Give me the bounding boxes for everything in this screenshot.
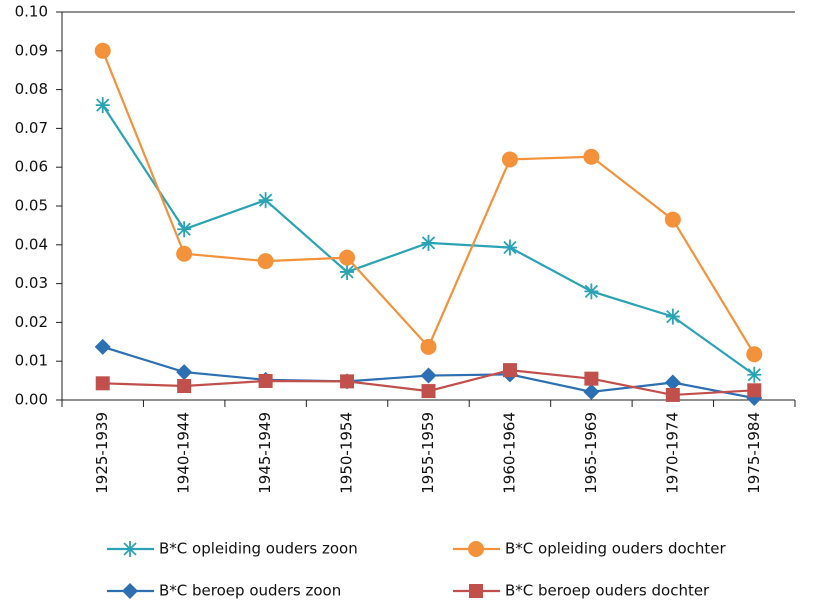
marker <box>583 383 600 400</box>
marker <box>95 97 110 114</box>
marker <box>469 584 483 598</box>
marker <box>95 376 110 391</box>
marker <box>339 249 356 266</box>
marker <box>94 42 111 59</box>
marker <box>664 211 681 228</box>
marker <box>747 366 762 383</box>
y-tick-label: 0.05 <box>15 197 48 215</box>
legend-label: B*C beroep ouders dochter <box>505 582 710 600</box>
x-tick-label: 1965-1969 <box>582 412 600 494</box>
marker <box>340 263 355 280</box>
legend-label: B*C opleiding ouders zoon <box>159 540 358 558</box>
x-tick-label: 1970-1974 <box>663 412 681 494</box>
marker <box>94 338 111 355</box>
x-tick-label: 1950-1954 <box>338 412 356 494</box>
marker <box>584 371 599 386</box>
marker <box>420 367 437 384</box>
marker <box>123 541 137 557</box>
marker <box>746 346 763 363</box>
y-tick-label: 0.10 <box>15 3 48 21</box>
marker <box>258 373 273 388</box>
legend-item: B*C beroep ouders dochter <box>453 582 710 600</box>
legend-item: B*C opleiding ouders dochter <box>453 540 727 558</box>
marker <box>340 374 355 389</box>
x-tick-label: 1945-1949 <box>256 412 274 494</box>
y-tick-label: 0.01 <box>15 352 48 370</box>
marker <box>420 338 437 355</box>
y-tick-label: 0.00 <box>15 391 48 409</box>
marker <box>177 379 192 394</box>
marker <box>421 384 436 399</box>
x-tick-label: 1975-1984 <box>745 412 763 494</box>
marker <box>747 383 762 398</box>
y-tick-label: 0.04 <box>15 235 48 253</box>
legend-item: B*C opleiding ouders zoon <box>107 540 358 558</box>
marker <box>468 541 484 557</box>
marker <box>257 253 274 270</box>
y-tick-label: 0.02 <box>15 313 48 331</box>
marker <box>584 283 599 300</box>
y-tick-label: 0.09 <box>15 41 48 59</box>
marker <box>421 234 436 251</box>
legend-item: B*C beroep ouders zoon <box>107 582 341 600</box>
marker <box>664 374 681 391</box>
marker <box>665 308 680 325</box>
legend-label: B*C opleiding ouders dochter <box>505 540 727 558</box>
marker <box>502 363 517 378</box>
marker <box>501 151 518 168</box>
marker <box>176 245 193 262</box>
x-tick-label: 1960-1964 <box>500 412 518 494</box>
marker <box>258 192 273 209</box>
y-tick-label: 0.08 <box>15 80 48 98</box>
marker <box>177 221 192 238</box>
x-tick-label: 1925-1939 <box>93 412 111 494</box>
x-tick-label: 1955-1959 <box>419 412 437 494</box>
y-tick-label: 0.06 <box>15 158 48 176</box>
y-tick-label: 0.07 <box>15 119 48 137</box>
marker <box>583 148 600 165</box>
marker <box>122 583 138 599</box>
series-line <box>101 50 756 355</box>
legend-label: B*C beroep ouders zoon <box>159 582 341 600</box>
marker <box>176 364 193 381</box>
marker <box>502 239 517 256</box>
y-tick-label: 0.03 <box>15 274 48 292</box>
marker <box>665 387 680 402</box>
x-tick-label: 1940-1944 <box>175 412 193 494</box>
